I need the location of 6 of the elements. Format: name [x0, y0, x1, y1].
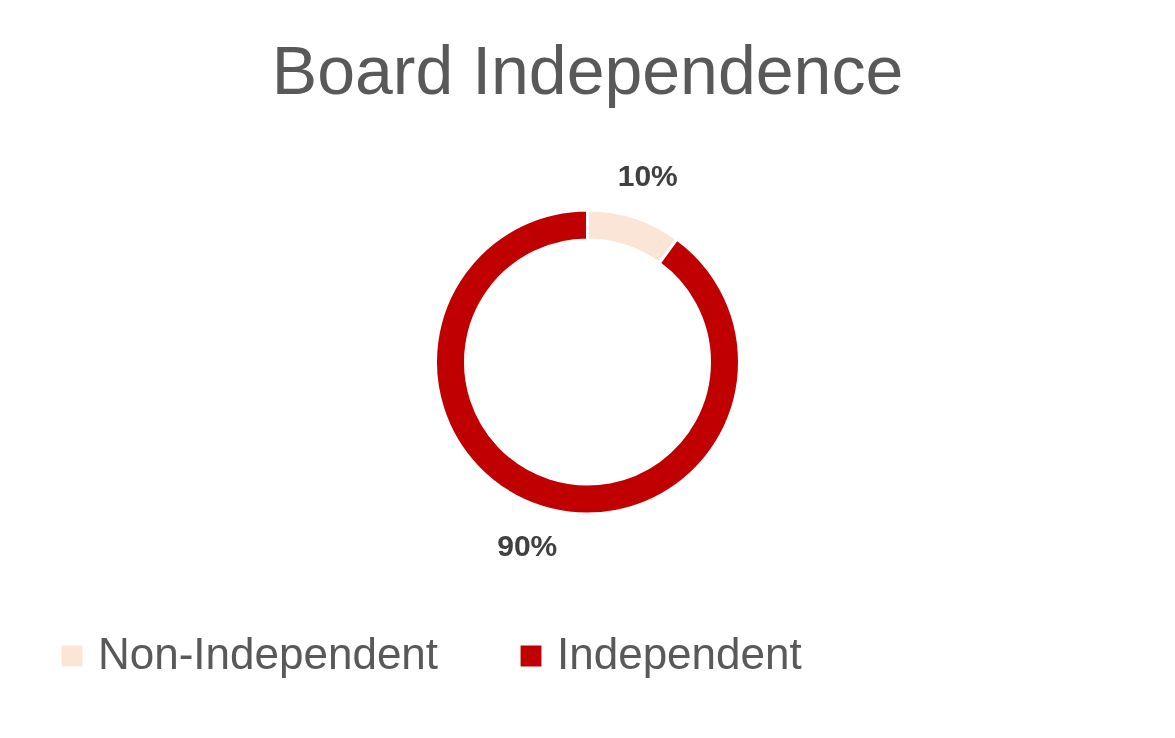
donut-slice — [434, 208, 741, 516]
data-label: 90% — [497, 529, 558, 563]
legend-label: Non-Independent — [98, 629, 439, 678]
legend-label: Independent — [557, 629, 802, 678]
chart-title: Board Independence — [271, 32, 904, 108]
data-label: 10% — [617, 158, 678, 192]
